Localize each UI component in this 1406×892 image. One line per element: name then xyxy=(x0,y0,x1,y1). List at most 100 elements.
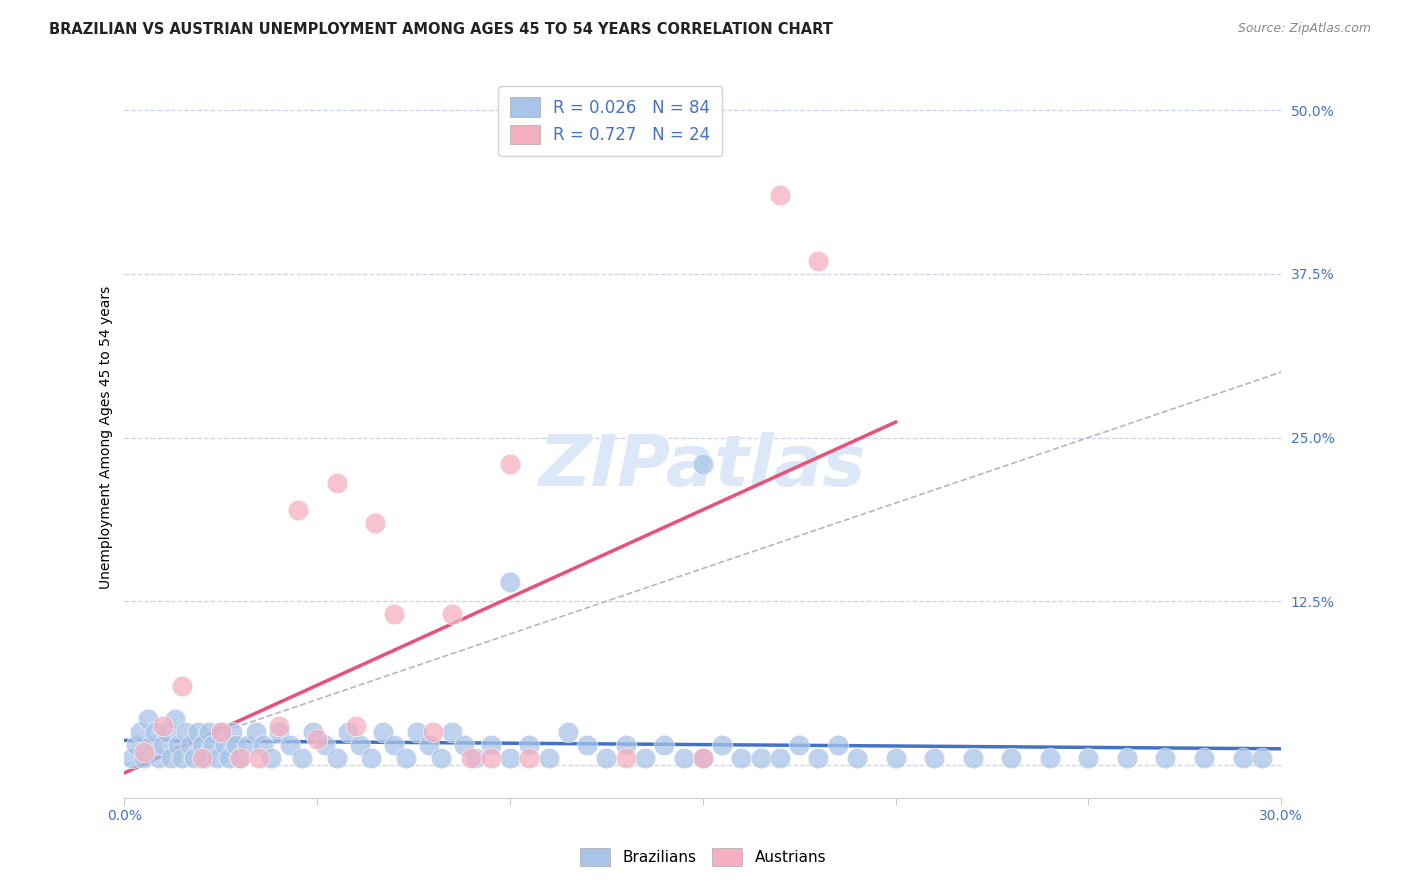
Point xyxy=(614,751,637,765)
Point xyxy=(190,739,212,753)
Point xyxy=(672,751,695,765)
Point xyxy=(499,574,522,589)
Point xyxy=(252,739,274,753)
Point xyxy=(1116,751,1139,765)
Point xyxy=(692,751,714,765)
Point xyxy=(517,751,540,765)
Point xyxy=(614,739,637,753)
Point xyxy=(236,739,259,753)
Point xyxy=(652,739,675,753)
Point xyxy=(395,751,418,765)
Point xyxy=(429,751,451,765)
Point xyxy=(172,751,194,765)
Point xyxy=(325,751,347,765)
Point xyxy=(692,751,714,765)
Point xyxy=(360,751,382,765)
Point xyxy=(422,725,444,739)
Point xyxy=(517,739,540,753)
Point xyxy=(846,751,869,765)
Point xyxy=(499,751,522,765)
Point xyxy=(225,739,247,753)
Point xyxy=(174,725,197,739)
Point xyxy=(576,739,599,753)
Point xyxy=(479,739,502,753)
Point xyxy=(128,725,150,739)
Point xyxy=(730,751,752,765)
Point xyxy=(278,739,301,753)
Point xyxy=(245,725,267,739)
Point xyxy=(337,725,360,739)
Point xyxy=(198,725,221,739)
Point xyxy=(1039,751,1062,765)
Point xyxy=(441,725,464,739)
Point xyxy=(141,739,163,753)
Point xyxy=(787,739,810,753)
Point xyxy=(418,739,440,753)
Point xyxy=(479,751,502,765)
Point xyxy=(249,751,271,765)
Point xyxy=(148,751,170,765)
Point xyxy=(557,725,579,739)
Point xyxy=(209,725,232,739)
Point xyxy=(167,739,190,753)
Legend: R = 0.026   N = 84, R = 0.727   N = 24: R = 0.026 N = 84, R = 0.727 N = 24 xyxy=(498,86,723,156)
Point xyxy=(382,739,405,753)
Legend: Brazilians, Austrians: Brazilians, Austrians xyxy=(572,841,834,873)
Point xyxy=(302,725,325,739)
Point xyxy=(152,719,174,733)
Point xyxy=(344,719,367,733)
Point xyxy=(1250,751,1272,765)
Point xyxy=(382,607,405,622)
Point xyxy=(364,516,387,530)
Point xyxy=(159,751,181,765)
Text: Source: ZipAtlas.com: Source: ZipAtlas.com xyxy=(1237,22,1371,36)
Point xyxy=(595,751,617,765)
Point xyxy=(163,712,186,726)
Point xyxy=(537,751,560,765)
Point xyxy=(499,457,522,471)
Point xyxy=(291,751,314,765)
Point xyxy=(152,739,174,753)
Point xyxy=(190,751,212,765)
Point xyxy=(827,739,849,753)
Point xyxy=(349,739,371,753)
Point xyxy=(692,457,714,471)
Point xyxy=(711,739,734,753)
Point xyxy=(1000,751,1022,765)
Point xyxy=(371,725,394,739)
Point xyxy=(205,751,228,765)
Point xyxy=(229,751,252,765)
Point xyxy=(807,253,830,268)
Y-axis label: Unemployment Among Ages 45 to 54 years: Unemployment Among Ages 45 to 54 years xyxy=(100,286,114,590)
Text: BRAZILIAN VS AUSTRIAN UNEMPLOYMENT AMONG AGES 45 TO 54 YEARS CORRELATION CHART: BRAZILIAN VS AUSTRIAN UNEMPLOYMENT AMONG… xyxy=(49,22,834,37)
Point xyxy=(121,751,143,765)
Point xyxy=(441,607,464,622)
Point xyxy=(179,739,201,753)
Point xyxy=(194,751,217,765)
Point xyxy=(260,751,283,765)
Point xyxy=(229,751,252,765)
Point xyxy=(325,476,347,491)
Point xyxy=(209,725,232,739)
Point xyxy=(221,725,243,739)
Point xyxy=(406,725,429,739)
Point xyxy=(922,751,945,765)
Point xyxy=(307,731,329,746)
Point xyxy=(267,719,290,733)
Point xyxy=(1232,751,1254,765)
Point xyxy=(749,751,772,765)
Point xyxy=(202,739,225,753)
Point xyxy=(132,751,155,765)
Point xyxy=(769,188,792,202)
Point xyxy=(460,751,482,765)
Point xyxy=(125,739,148,753)
Point xyxy=(314,739,336,753)
Point xyxy=(218,751,240,765)
Text: ZIPatlas: ZIPatlas xyxy=(538,432,866,501)
Point xyxy=(1154,751,1177,765)
Point xyxy=(287,502,309,516)
Point xyxy=(1077,751,1099,765)
Point xyxy=(634,751,657,765)
Point xyxy=(464,751,486,765)
Point xyxy=(453,739,475,753)
